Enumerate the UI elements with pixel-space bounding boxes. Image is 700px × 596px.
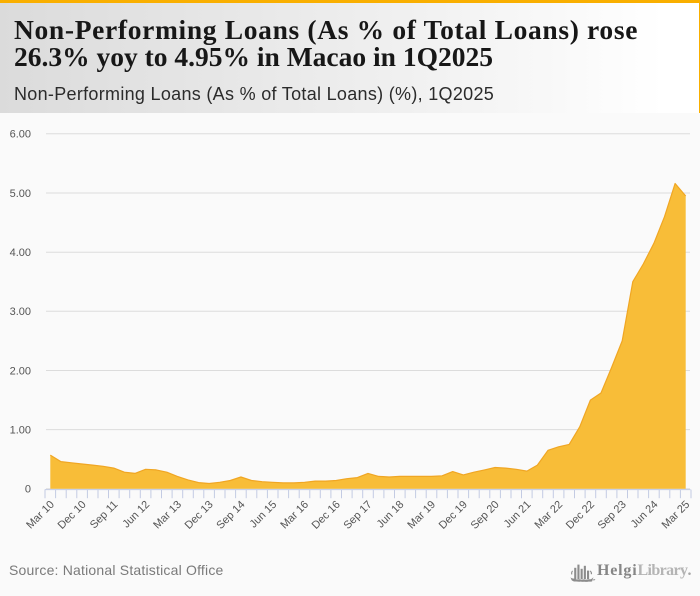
svg-text:5.00: 5.00 xyxy=(10,188,31,200)
svg-text:Dec 19: Dec 19 xyxy=(437,499,470,532)
svg-text:Sep 11: Sep 11 xyxy=(88,499,121,532)
svg-text:6.00: 6.00 xyxy=(10,129,31,141)
svg-text:Jun 18: Jun 18 xyxy=(375,499,407,531)
svg-text:Jun 21: Jun 21 xyxy=(502,499,534,531)
svg-text:Mar 25: Mar 25 xyxy=(660,499,693,532)
svg-text:2.00: 2.00 xyxy=(10,365,31,377)
svg-text:3.00: 3.00 xyxy=(10,306,31,318)
svg-text:Mar 10: Mar 10 xyxy=(24,499,57,532)
svg-text:4.00: 4.00 xyxy=(10,247,31,259)
svg-text:Jun 24: Jun 24 xyxy=(629,499,661,531)
svg-text:1.00: 1.00 xyxy=(10,424,31,436)
svg-text:Dec 10: Dec 10 xyxy=(56,499,89,532)
svg-text:Jun 15: Jun 15 xyxy=(247,499,279,531)
svg-text:Sep 14: Sep 14 xyxy=(214,499,247,532)
svg-text:Dec 22: Dec 22 xyxy=(564,499,597,532)
svg-text:Mar 19: Mar 19 xyxy=(405,499,438,532)
svg-text:Jun 12: Jun 12 xyxy=(120,499,152,531)
svg-text:Sep 20: Sep 20 xyxy=(469,499,502,532)
svg-text:Sep 17: Sep 17 xyxy=(341,499,374,532)
svg-text:Sep 23: Sep 23 xyxy=(596,499,629,532)
svg-text:Dec 16: Dec 16 xyxy=(310,499,343,532)
svg-text:0: 0 xyxy=(25,484,31,496)
svg-text:Mar 16: Mar 16 xyxy=(278,499,311,532)
svg-text:Mar 13: Mar 13 xyxy=(151,499,184,532)
svg-text:Mar 22: Mar 22 xyxy=(533,499,566,532)
svg-text:Dec 13: Dec 13 xyxy=(183,499,216,532)
